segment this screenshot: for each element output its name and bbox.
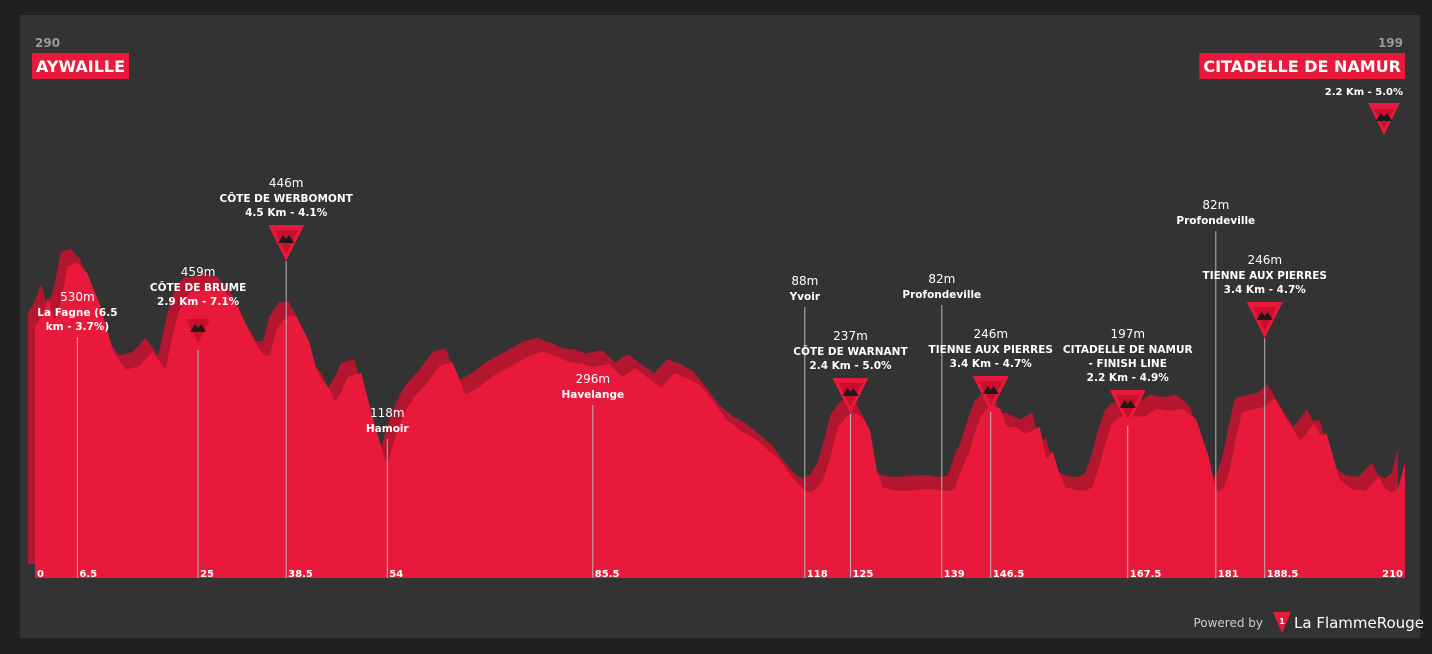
- elevation-profile: [35, 262, 1405, 578]
- waypoint-altitude: 118m: [370, 406, 405, 420]
- waypoint-name: La Fagne (6.5: [37, 307, 117, 319]
- start-number: 290: [35, 36, 60, 50]
- km-tick-label: 139: [944, 569, 965, 580]
- waypoint-name: CÔTE DE BRUME: [150, 281, 246, 294]
- start-name-box: [32, 53, 130, 79]
- mountain-icon: [1256, 312, 1273, 320]
- waypoint-name: 4.5 Km - 4.1%: [245, 207, 328, 219]
- waypoint-name: Profondeville: [1176, 215, 1255, 227]
- waypoint-name: - FINISH LINE: [1089, 358, 1167, 370]
- waypoint-name: Profondeville: [902, 289, 981, 301]
- waypoint-name: CÔTE DE WERBOMONT: [220, 192, 354, 205]
- waypoint-name: km - 3.7%): [46, 321, 110, 333]
- km-tick-label: 167.5: [1130, 569, 1162, 580]
- waypoint-name: 3.4 Km - 4.7%: [950, 358, 1033, 370]
- waypoint-altitude: 459m: [181, 265, 216, 279]
- finish-climb-icon: [1368, 103, 1400, 135]
- waypoint-name: TIENNE AUX PIERRES: [929, 344, 1053, 356]
- mountain-icon: [842, 388, 859, 396]
- mountain-icon: [1119, 400, 1136, 408]
- climb-category-icon: [1246, 302, 1283, 338]
- waypoint-name: TIENNE AUX PIERRES: [1203, 270, 1327, 282]
- km-tick-label: 118: [807, 569, 828, 580]
- climb-category-icon: [268, 225, 305, 261]
- climb-category-icon: [180, 314, 217, 350]
- flamme-rouge-logo-icon: 1: [1273, 612, 1291, 633]
- mountain-icon: [982, 386, 999, 394]
- waypoint-altitude: 246m: [973, 327, 1008, 341]
- finish-climb-info: 2.2 Km - 5.0%: [1325, 87, 1403, 98]
- climb-category-icon: [832, 378, 869, 414]
- finish-name-box: [1199, 53, 1405, 79]
- waypoint-name: CÔTE DE WARNANT: [793, 345, 908, 358]
- waypoint-name: Havelange: [561, 389, 624, 401]
- km-tick-label: 38.5: [288, 569, 313, 580]
- finish-name: CITADELLE DE NAMUR: [1203, 57, 1401, 76]
- waypoint-name: 3.4 Km - 4.7%: [1224, 284, 1307, 296]
- waypoint-name: Hamoir: [366, 423, 410, 435]
- finish-number: 199: [1378, 36, 1403, 50]
- logo-mark: 1: [1279, 617, 1285, 626]
- waypoint-name: CITADELLE DE NAMUR: [1063, 344, 1193, 356]
- waypoint-altitude: 530m: [60, 290, 95, 304]
- waypoint-name: 2.2 Km - 4.9%: [1087, 372, 1170, 384]
- waypoint-altitude: 246m: [1247, 253, 1282, 267]
- climb-category-icon: [972, 376, 1009, 412]
- km-tick-label: 181: [1218, 569, 1239, 580]
- waypoint-altitude: 446m: [269, 176, 304, 190]
- km-tick-label: 54: [389, 569, 403, 580]
- start-name: AYWAILLE: [36, 57, 125, 76]
- waypoint-name: Yvoir: [789, 291, 821, 303]
- km-tick-label: 85.5: [595, 569, 620, 580]
- km-tick-label: 125: [852, 569, 873, 580]
- mountain-icon: [190, 324, 207, 332]
- km-tick-label: 25: [200, 569, 214, 580]
- km-tick-label: 0: [37, 569, 44, 580]
- waypoint-altitude: 237m: [833, 329, 868, 343]
- waypoint-altitude: 296m: [575, 372, 610, 386]
- km-tick-label: 146.5: [993, 569, 1025, 580]
- km-tick-label: 210: [1382, 569, 1403, 580]
- waypoint-altitude: 88m: [791, 274, 818, 288]
- waypoint-altitude: 82m: [1202, 198, 1229, 212]
- waypoint-altitude: 197m: [1110, 327, 1145, 341]
- climb-category-icon: [1109, 390, 1146, 426]
- waypoint-name: 2.4 Km - 5.0%: [809, 360, 892, 372]
- brand-name: La FlammeRouge: [1294, 614, 1424, 632]
- mountain-icon: [278, 235, 295, 243]
- waypoint-altitude: 82m: [928, 272, 955, 286]
- km-tick-label: 6.5: [79, 569, 97, 580]
- powered-by-label: Powered by: [1193, 616, 1263, 630]
- waypoint-name: 2.9 Km - 7.1%: [157, 296, 240, 308]
- km-tick-label: 188.5: [1267, 569, 1299, 580]
